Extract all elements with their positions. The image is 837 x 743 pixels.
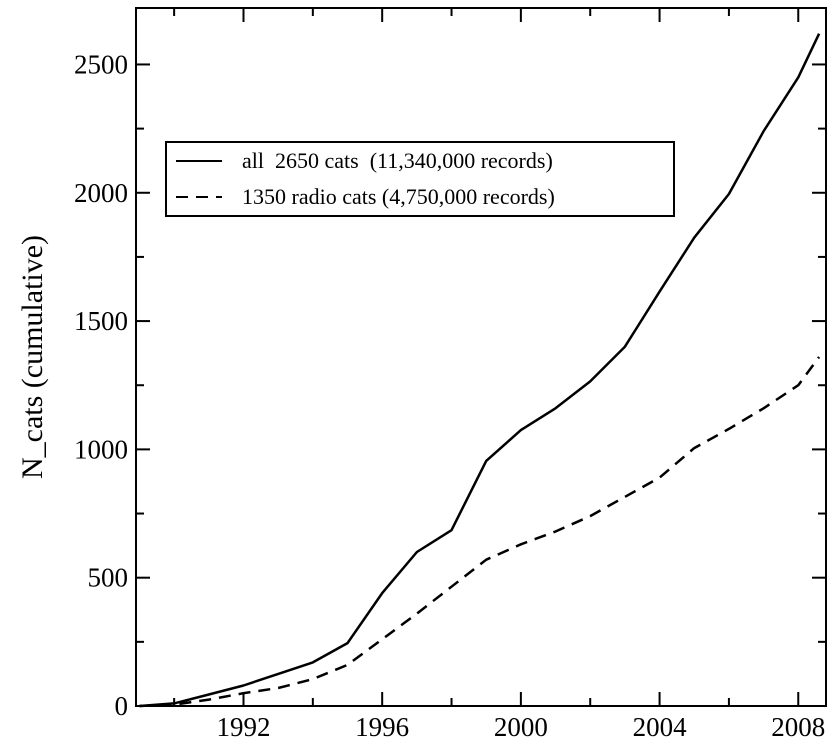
series-line-radio-cats — [139, 356, 821, 708]
x-tick-label: 2008 — [771, 712, 825, 742]
plot-frame — [135, 7, 827, 707]
y-axis-label: N_cats (cumulative) — [16, 235, 49, 479]
y-tick-label: 500 — [88, 563, 129, 593]
series-line-all-cats — [139, 33, 821, 708]
series-layer — [139, 33, 821, 708]
y-tick-label: 1500 — [74, 306, 128, 336]
ticks-layer: 1992 1996 2000 2004 2008 0 500 1000 1500 2000 2500 — [74, 8, 826, 742]
legend-box — [165, 141, 675, 217]
y-tick-label: 1000 — [74, 434, 128, 464]
legend: all 2650 cats (11,340,000 records) 1350 … — [165, 141, 675, 217]
x-tick-label: 2004 — [633, 712, 688, 742]
x-tick-label: 2000 — [494, 712, 548, 742]
x-tick-label: 1996 — [355, 712, 409, 742]
y-tick-label: 2500 — [74, 49, 128, 79]
legend-label-radio-cats: 1350 radio cats (4,750,000 records) — [242, 184, 555, 209]
legend-label-all-cats: all 2650 cats (11,340,000 records) — [242, 148, 553, 173]
x-tick-label: 1992 — [216, 712, 270, 742]
y-tick-label: 2000 — [74, 178, 128, 208]
y-tick-label: 0 — [115, 691, 129, 721]
